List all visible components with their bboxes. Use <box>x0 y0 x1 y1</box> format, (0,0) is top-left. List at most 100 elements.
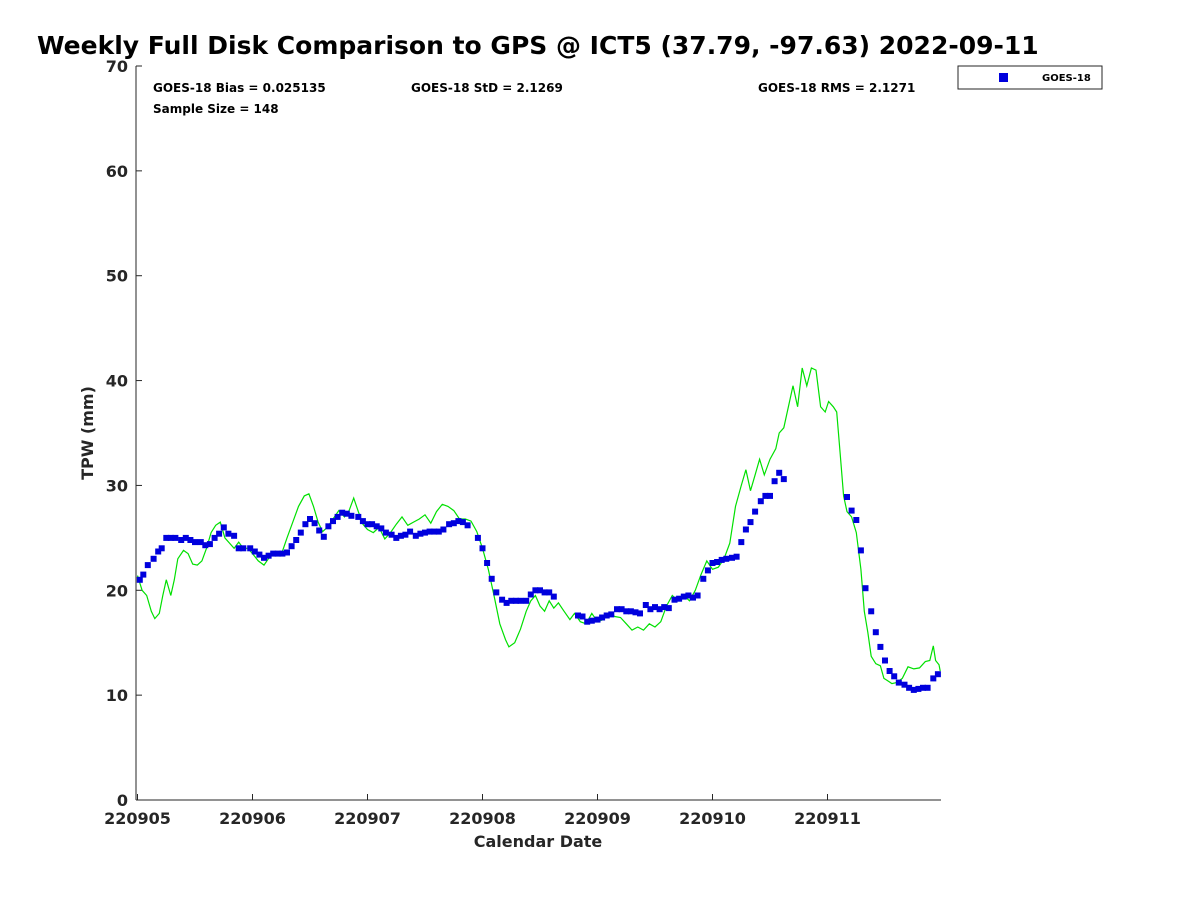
goes-18-point <box>857 547 864 554</box>
x-tick-label: 220905 <box>104 809 171 828</box>
gps-series <box>136 367 941 685</box>
goes-18-point <box>771 478 778 485</box>
goes-18-point <box>334 513 341 520</box>
goes-18-point <box>729 554 735 561</box>
std-stat: GOES-18 StD = 2.1269 <box>411 81 563 95</box>
goes-18-point <box>247 545 254 552</box>
goes-18-point <box>704 567 711 574</box>
goes-18-point <box>503 599 510 606</box>
goes-18-point <box>325 523 332 530</box>
y-tick-label: 50 <box>106 267 128 286</box>
goes-18-point <box>397 532 404 539</box>
goes-18-point <box>762 492 769 499</box>
y-tick-label: 70 <box>106 57 128 76</box>
goes-18-point <box>680 593 687 600</box>
goes-18-point <box>274 550 281 557</box>
goes-18-series <box>136 469 941 693</box>
goes-18-point <box>723 555 730 562</box>
goes-18-point <box>206 541 213 548</box>
goes-18-point <box>647 606 654 613</box>
goes-18-point <box>752 508 759 515</box>
gps-line <box>136 367 941 685</box>
legend-box <box>957 65 1103 90</box>
goes-18-point <box>886 668 893 674</box>
goes-18-point <box>197 539 204 546</box>
goes-18-point <box>694 592 701 599</box>
goes-18-point <box>877 643 884 650</box>
goes-18-point <box>656 606 663 613</box>
goes-18-point <box>172 534 179 541</box>
goes-18-point <box>256 551 263 558</box>
goes-18-point <box>924 684 931 691</box>
goes-18-point <box>709 560 716 566</box>
goes-18-point <box>488 575 495 582</box>
goes-18-point <box>211 534 218 541</box>
y-tick-label: 10 <box>106 686 128 705</box>
goes-18-point <box>167 534 174 541</box>
goes-18-point <box>235 545 242 552</box>
goes-18-point <box>895 679 902 686</box>
goes-18-point <box>767 492 773 499</box>
goes-18-point <box>920 684 926 691</box>
goes-18-point <box>182 534 189 541</box>
legend: GOES-18 <box>957 65 1103 90</box>
goes-18-point <box>479 545 486 552</box>
goes-18-point <box>594 616 601 623</box>
goes-18-point <box>718 556 725 563</box>
goes-18-point <box>187 537 194 543</box>
goes-18-point <box>848 507 855 514</box>
x-tick-label: 220907 <box>334 809 401 828</box>
goes-18-point <box>579 613 586 620</box>
goes-18-point <box>297 529 304 536</box>
goes-18-point <box>627 608 634 615</box>
goes-18-point <box>284 549 290 556</box>
goes-18-point <box>388 531 395 538</box>
goes-18-point <box>934 671 941 678</box>
goes-18-point <box>599 614 606 621</box>
goes-18-point <box>251 548 258 555</box>
goes-18-point <box>216 530 223 537</box>
goes-18-point <box>359 518 366 525</box>
goes-18-point <box>632 609 639 616</box>
goes-18-point <box>499 596 506 603</box>
y-tick-label: 30 <box>106 476 128 495</box>
x-tick-label: 220911 <box>794 809 861 828</box>
goes-18-point <box>316 527 323 534</box>
goes-18-point <box>240 545 247 552</box>
goes-18-point <box>527 591 534 598</box>
goes-18-point <box>738 539 745 546</box>
goes-18-point <box>288 543 295 550</box>
goes-18-point <box>661 604 668 611</box>
goes-18-point <box>493 589 500 596</box>
goes-18-point <box>671 596 678 603</box>
x-axis-label: Calendar Date <box>474 832 603 851</box>
goes-18-point <box>652 604 658 611</box>
goes-18-point <box>450 520 457 527</box>
goes-18-point <box>608 611 615 618</box>
goes-18-point <box>178 537 185 543</box>
goes-18-point <box>868 608 875 615</box>
goes-18-point <box>320 533 327 540</box>
goes-18-point <box>279 550 286 557</box>
goes-18-point <box>231 532 238 539</box>
goes-18-point <box>393 534 400 541</box>
goes-18-point <box>293 537 300 543</box>
goes-18-point <box>422 529 428 536</box>
goes-18-point <box>603 612 610 619</box>
x-tick-label: 220910 <box>679 809 746 828</box>
goes-18-point <box>382 529 389 536</box>
goes-18-point <box>776 469 783 476</box>
goes-18-point <box>882 657 888 664</box>
bias-stat: GOES-18 Bias = 0.025135 <box>153 81 326 95</box>
goes-18-point <box>431 528 438 535</box>
goes-18-point <box>407 528 414 535</box>
goes-18-point <box>523 597 530 604</box>
goes-18-point <box>348 512 355 519</box>
plot-area <box>135 66 941 801</box>
goes-18-point <box>614 606 620 613</box>
goes-18-point <box>532 587 539 594</box>
x-tick-label: 220906 <box>219 809 286 828</box>
goes-18-point <box>862 585 869 592</box>
goes-18-point <box>484 560 491 566</box>
